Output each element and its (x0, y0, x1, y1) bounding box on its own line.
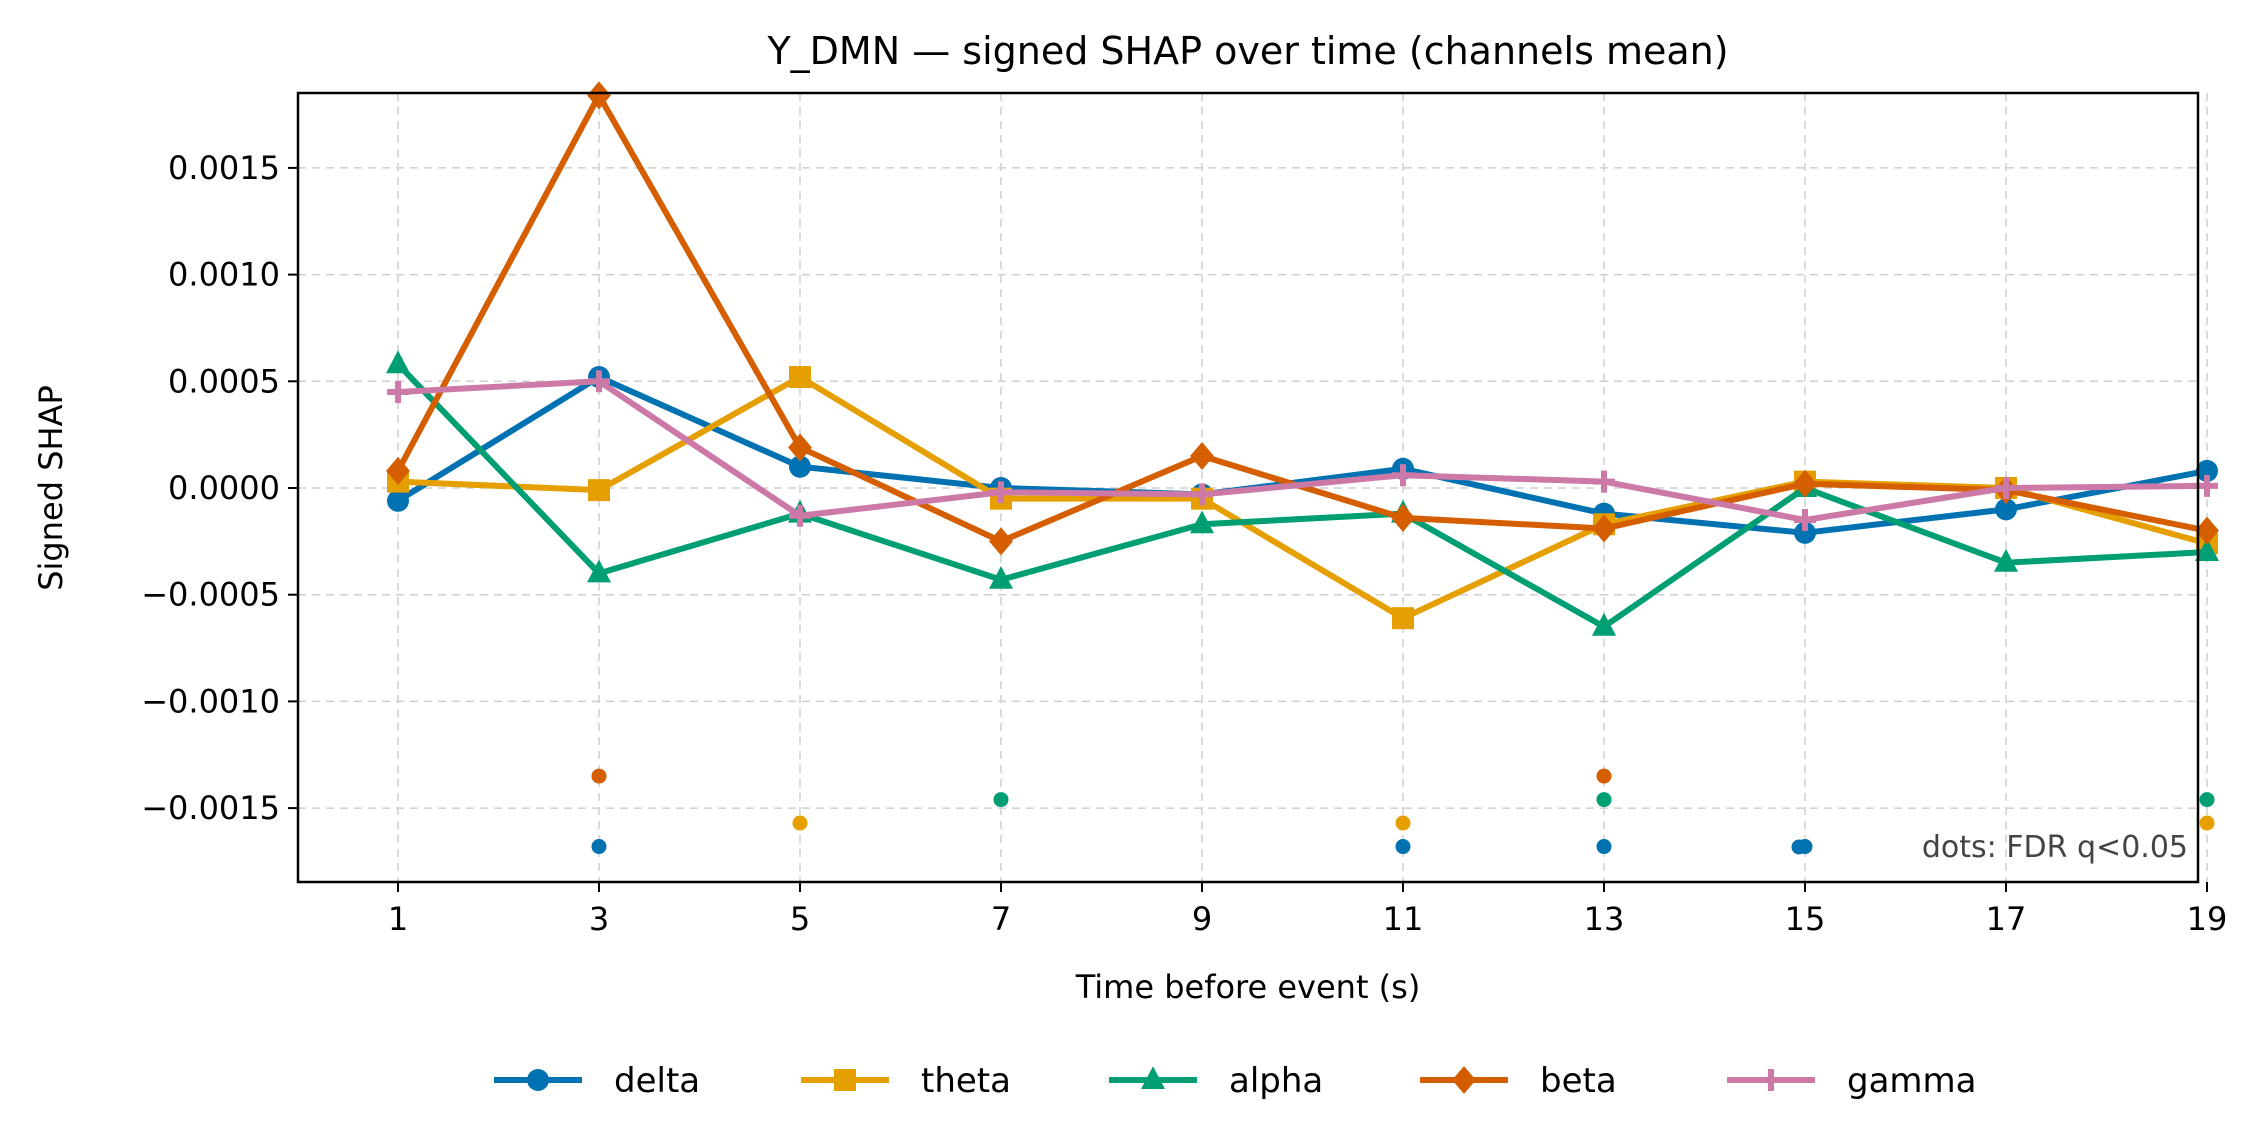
x-axis-label: Time before event (s) (1075, 968, 1421, 1006)
data-point-gamma (1593, 470, 1615, 493)
legend-label-theta: theta (921, 1061, 1011, 1101)
data-point-gamma (1794, 509, 1816, 532)
data-point-beta (386, 456, 410, 485)
data-point-delta (1995, 498, 2017, 521)
data-point-alpha (2195, 538, 2219, 562)
legend-item-beta: beta (1420, 1061, 1617, 1101)
significance-dot-delta (1395, 839, 1411, 855)
data-point-beta (1793, 469, 1817, 498)
series-line-gamma (397, 378, 2208, 524)
legend-item-gamma: gamma (1727, 1061, 1977, 1101)
data-point-delta (2196, 459, 2218, 482)
legend-label-gamma: gamma (1847, 1061, 1977, 1101)
x-tick-label: 5 (790, 900, 810, 938)
data-point-beta (989, 527, 1013, 556)
y-axis-ticks: −0.0015 −0.0010 −0.0005 0.0000 0.0005 0.0010 0… (141, 149, 298, 827)
data-point-alpha (989, 565, 1013, 589)
y-tick-label: −0.0005 (141, 576, 280, 614)
legend-label-alpha: alpha (1229, 1061, 1323, 1101)
data-point-alpha (1592, 612, 1616, 636)
x-tick-label: 9 (1192, 900, 1212, 938)
x-tick-label: 11 (1383, 900, 1424, 938)
legend-item-theta: theta (801, 1061, 1011, 1101)
y-axis-label: Signed SHAP (32, 385, 70, 591)
data-point-beta (2195, 516, 2219, 545)
y-tick-label: 0.0005 (168, 362, 280, 400)
data-point-theta (588, 479, 610, 502)
data-point-beta (1190, 441, 1214, 470)
annotation-dot-marker (1791, 839, 1807, 855)
y-tick-label: 0.0010 (168, 256, 280, 294)
data-point-theta (789, 366, 811, 389)
y-tick-label: 0.0000 (168, 469, 280, 507)
x-tick-label: 17 (1986, 900, 2027, 938)
significance-dot-theta (792, 815, 808, 831)
data-point-gamma (1392, 464, 1414, 487)
data-point-delta (1794, 521, 1816, 544)
data-point-gamma (789, 504, 811, 527)
legend-swatch-marker (527, 1069, 549, 1091)
data-point-gamma (387, 380, 409, 403)
data-point-beta (587, 81, 611, 110)
series-line-delta (396, 374, 2208, 536)
data-point-gamma (1995, 477, 2017, 499)
x-tick-label: 7 (991, 900, 1011, 938)
legend-item-alpha: alpha (1109, 1061, 1323, 1101)
legend-swatch-marker (1141, 1066, 1165, 1089)
legend-swatch-marker (834, 1069, 856, 1091)
y-tick-label: −0.0015 (141, 789, 280, 827)
significance-dot-beta (1596, 768, 1612, 784)
series-line-alpha (395, 362, 2208, 630)
x-axis-ticks: 1 3 5 7 9 11 13 15 17 19 (388, 882, 2228, 938)
data-point-gamma (588, 370, 610, 393)
legend-swatch-marker (1452, 1066, 1476, 1094)
significance-dot-delta (1596, 839, 1612, 855)
data-point-delta (789, 455, 811, 478)
significance-dot-theta (1395, 815, 1411, 831)
significance-dot-delta (591, 839, 607, 855)
chart-title: Y_DMN — signed SHAP over time (channels … (766, 29, 1728, 73)
data-point-theta (1392, 607, 1414, 630)
data-point-beta (1592, 514, 1616, 543)
x-tick-label: 19 (2187, 900, 2228, 938)
fdr-annotation: dots: FDR q<0.05 (1922, 830, 2188, 865)
significance-dot-alpha (1596, 792, 1612, 808)
y-tick-label: −0.0010 (141, 682, 280, 720)
legend: delta theta alpha beta gamma (494, 1061, 1977, 1101)
series-line-beta (395, 92, 2208, 545)
x-tick-label: 1 (388, 900, 408, 938)
series-alpha (386, 350, 2219, 636)
x-tick-label: 15 (1785, 900, 1826, 938)
data-point-alpha (1190, 510, 1214, 534)
x-tick-label: 3 (589, 900, 609, 938)
data-point-gamma (2196, 474, 2218, 497)
significance-dot-alpha (2199, 792, 2215, 808)
legend-label-beta: beta (1540, 1061, 1617, 1101)
series-gamma (387, 370, 2218, 532)
x-tick-label: 13 (1584, 900, 1625, 938)
y-tick-label: 0.0015 (168, 149, 280, 187)
significance-dot-alpha (993, 792, 1009, 808)
data-point-gamma (990, 481, 1012, 504)
data-point-beta (1391, 503, 1415, 532)
series-group (386, 81, 2219, 636)
significance-dot-theta (2199, 815, 2215, 831)
data-point-alpha (587, 559, 611, 583)
significance-dot-beta (591, 768, 607, 784)
legend-swatch-marker (1760, 1069, 1782, 1091)
legend-item-delta: delta (494, 1061, 700, 1101)
data-point-alpha (386, 350, 410, 374)
legend-label-delta: delta (614, 1061, 700, 1101)
data-point-gamma (1191, 483, 1213, 506)
data-point-alpha (1994, 548, 2018, 572)
data-point-delta (387, 489, 409, 512)
data-point-beta (788, 433, 812, 462)
plot-frame (296, 91, 2200, 884)
